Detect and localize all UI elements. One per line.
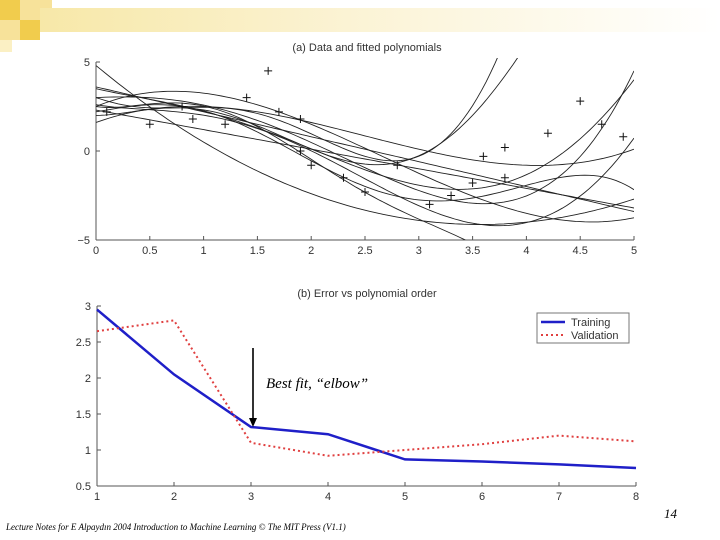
chart-a-x-tick-label: 4.5: [573, 245, 588, 257]
data-point-marker: [296, 147, 305, 155]
chart-a-x-tick-label: 5: [631, 245, 637, 257]
data-point-marker: [361, 187, 369, 196]
chart-b-x-tick-label: 3: [248, 491, 254, 503]
data-point-marker: [307, 161, 316, 170]
deco-square: [0, 20, 20, 40]
page-number: 14: [664, 506, 677, 521]
chart-b-y-tick-label: 2: [85, 373, 91, 385]
fitted-curve: [96, 109, 634, 209]
chart-b-y-tick-label: 0.5: [76, 481, 91, 493]
data-point-marker: [178, 102, 187, 111]
chart-b-title: (b) Error vs polynomial order: [297, 288, 437, 300]
data-point-marker: [543, 129, 552, 138]
data-point-marker: [145, 120, 154, 129]
fitted-curve: [96, 104, 634, 227]
chart-a-y-tick-label: 5: [84, 57, 90, 69]
chart-a-x-tick-label: 0.5: [142, 245, 157, 257]
chart-a-x-tick-label: 2: [308, 245, 314, 257]
series-line-training: [96, 308, 637, 470]
fitted-curve: [96, 65, 634, 225]
chart-a-y-tick-label: 0: [84, 146, 90, 158]
chart-a-x-tick-label: 1.5: [250, 245, 265, 257]
chart-a-x-tick-label: 1: [201, 245, 207, 257]
chart-b-x-tick-label: 4: [325, 491, 331, 503]
data-point-marker: [500, 143, 509, 152]
legend-label-validation: Validation: [571, 330, 619, 342]
chart-a-x-tick-label: 2.5: [357, 245, 372, 257]
deco-square: [20, 0, 40, 20]
data-point-marker: [296, 114, 305, 123]
chart-b-y-tick-label: 1.5: [76, 409, 91, 421]
chart-b-x-tick-label: 7: [556, 491, 562, 503]
chart-b-x-tick-label: 1: [94, 491, 100, 503]
chart-a-x-tick-label: 3: [416, 245, 422, 257]
deco-square: [0, 40, 12, 52]
chart-a-y-tick-label: −5: [77, 235, 90, 247]
data-point-marker: [339, 173, 348, 182]
elbow-arrow-head: [249, 417, 257, 427]
fitted-curve: [96, 58, 519, 166]
data-point-marker: [425, 200, 434, 209]
fitted-curve: [96, 70, 634, 205]
data-point-marker: [479, 152, 488, 161]
chart-b-y-tick-label: 2.5: [76, 337, 91, 349]
deco-square: [0, 0, 20, 20]
chart-b-x-tick-label: 2: [171, 491, 177, 503]
chart-b-x-tick-label: 6: [479, 491, 485, 503]
chart-b-x-tick-label: 5: [402, 491, 408, 503]
data-point-marker: [500, 173, 509, 182]
chart-b-x-tick-label: 8: [633, 491, 639, 503]
data-point-marker: [102, 107, 111, 116]
data-point-marker: [274, 107, 283, 116]
title-band: [40, 8, 720, 32]
data-point-marker: [576, 97, 585, 106]
deco-square: [20, 20, 40, 40]
data-point-marker: [619, 132, 628, 141]
fitted-curve: [96, 58, 498, 162]
data-point-marker: [393, 161, 402, 170]
data-point-marker: [447, 191, 456, 200]
data-point-marker: [597, 120, 606, 129]
chart-b-y-tick-label: 3: [85, 301, 91, 313]
chart-a-title: (a) Data and fitted polynomials: [292, 42, 442, 54]
data-point-marker: [468, 179, 477, 188]
chart-a-x-tick-label: 3.5: [465, 245, 480, 257]
chart-b-legend-box: [536, 312, 630, 344]
data-point-marker: [221, 120, 230, 129]
data-point-marker: [188, 114, 197, 123]
best-fit-annotation: Best fit, “elbow”: [266, 376, 369, 392]
footer-credit: Lecture Notes for E Alpaydın 2004 Introd…: [6, 522, 346, 532]
series-line-validation: [96, 319, 637, 457]
chart-a-x-tick-label: 4: [523, 245, 529, 257]
chart-b-y-tick-label: 1: [85, 445, 91, 457]
data-point-marker: [242, 93, 251, 102]
data-point-marker: [264, 66, 273, 75]
chart-a-x-tick-label: 0: [93, 245, 99, 257]
legend-label-training: Training: [571, 317, 610, 329]
